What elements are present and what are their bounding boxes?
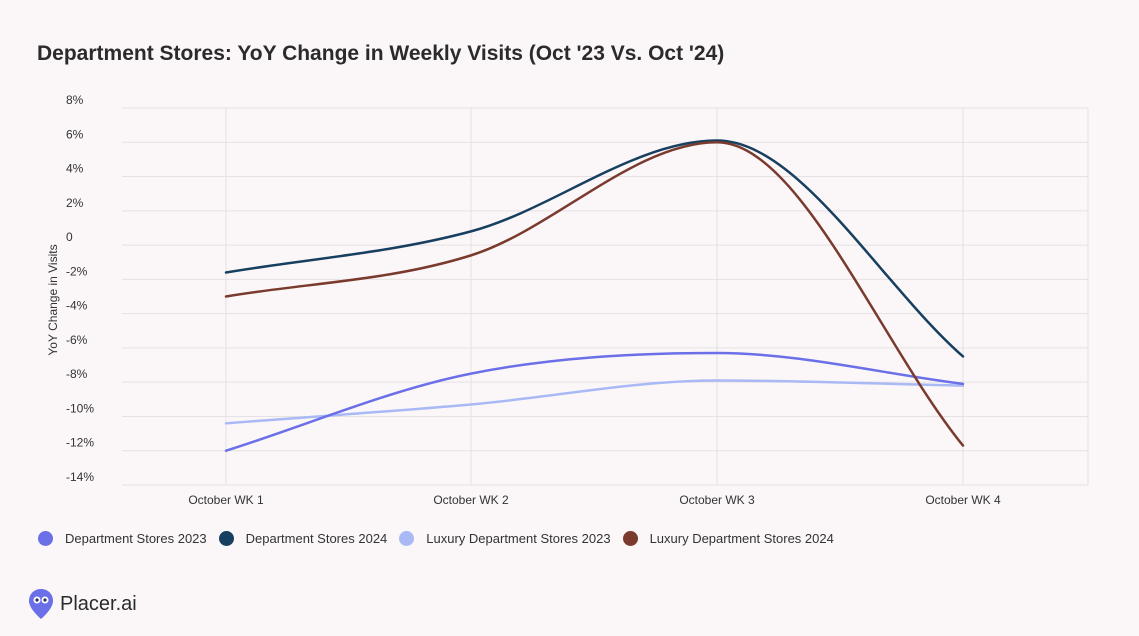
line-chart: 8% 6% 4% 2% 0 -2% -4% -6% -8% -10% -12% -14% Octobe… [46,93,1089,507]
series-line-department-stores-2024 [224,139,965,358]
legend-label: Luxury Department Stores 2023 [426,531,611,546]
y-tick-label: -10% [66,401,94,415]
x-tick-label: October WK 2 [433,493,509,507]
y-tick-label: -12% [66,436,94,450]
series-line-luxury-department-stores-2024 [224,141,965,447]
legend-label: Department Stores 2024 [245,531,388,546]
legend-item[interactable]: Department Stores 2023 [38,531,207,546]
legend-label: Luxury Department Stores 2024 [649,531,834,546]
y-axis-label: YoY Change in Visits [46,244,60,355]
series-line-department-stores-2023 [224,351,965,452]
legend-item[interactable]: Department Stores 2024 [218,531,388,546]
legend-swatch [218,531,234,546]
legend-item[interactable]: Luxury Department Stores 2023 [399,531,611,546]
x-tick-label: October WK 4 [925,493,1001,507]
y-tick-label: -6% [66,333,88,347]
legend: Department Stores 2023 Department Stores … [38,531,846,546]
legend-label: Department Stores 2023 [65,531,207,546]
y-tick-label: 2% [66,196,84,210]
x-axis-ticks: October WK 1 October WK 2 October WK 3 Octo… [188,493,1001,507]
y-tick-label: -4% [66,299,88,313]
placer-pin-icon [29,589,53,619]
y-tick-label: -2% [66,264,88,278]
series [224,139,965,452]
legend-swatch [38,531,53,546]
y-tick-label: -14% [66,470,94,484]
legend-swatch [622,531,638,546]
y-tick-label: 4% [66,162,84,176]
y-tick-label: -8% [66,367,88,381]
legend-swatch [399,531,415,546]
y-tick-label: 8% [66,93,84,107]
x-tick-label: October WK 1 [188,493,264,507]
legend-item[interactable]: Luxury Department Stores 2024 [622,531,834,546]
chart-title: Department Stores: YoY Change in Weekly … [37,42,725,65]
series-line-luxury-department-stores-2023 [224,379,965,425]
y-axis-ticks: 8% 6% 4% 2% 0 -2% -4% -6% -8% -10% -12% -14% [66,93,94,484]
placer-logo: Placer.ai [28,588,137,620]
y-tick-label: 6% [66,127,84,141]
y-tick-label: 0 [66,230,73,244]
grid [122,107,1089,486]
x-tick-label: October WK 3 [679,493,755,507]
logo-text: Placer.ai [60,592,137,615]
